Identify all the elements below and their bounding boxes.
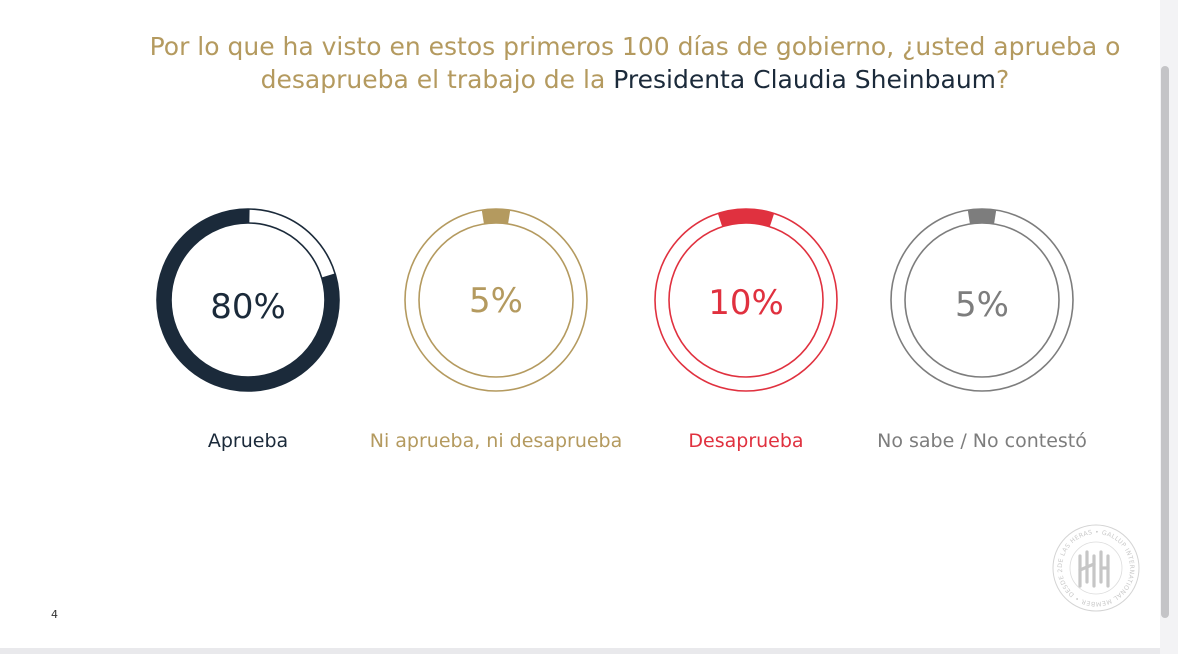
title-highlight: Presidenta Claudia Sheinbaum bbox=[613, 65, 997, 94]
seal-emblem-icon bbox=[1078, 550, 1110, 588]
donut-category-label: No sabe / No contestó bbox=[877, 430, 1087, 452]
donut-percent-label: 10% bbox=[708, 283, 784, 323]
donut-category-label: Desaprueba bbox=[688, 430, 803, 452]
donut-value-arc bbox=[157, 209, 339, 391]
donut-percent-label: 5% bbox=[469, 281, 523, 321]
donut-3: 10% Desaprueba bbox=[654, 208, 838, 452]
title-end: ? bbox=[996, 65, 1010, 94]
donut-category-label: Aprueba bbox=[208, 430, 288, 452]
donut-inner-ring bbox=[418, 222, 574, 378]
donut-1: 80% Aprueba bbox=[156, 208, 340, 452]
donut-value-arc bbox=[717, 209, 775, 227]
donut-inner-ring bbox=[170, 222, 326, 378]
title-text: Por lo que ha visto en estos primeros 10… bbox=[149, 32, 1121, 94]
donut-inner-ring bbox=[668, 222, 824, 378]
scrollbar-thumb[interactable] bbox=[1161, 66, 1169, 618]
donut-value-arc bbox=[481, 209, 511, 224]
donut-value-arc bbox=[967, 209, 997, 224]
page-number: 4 bbox=[51, 608, 58, 621]
gallup-seal-logo: DE LAS HERAS • GALLUP INTERNATIONAL MEMB… bbox=[1050, 522, 1140, 612]
donut-inner-ring bbox=[904, 222, 1060, 378]
slide-title: Por lo que ha visto en estos primeros 10… bbox=[110, 30, 1160, 96]
donut-category-label: Ni aprueba, ni desaprueba bbox=[370, 430, 623, 452]
donut-4: 5% No sabe / No contestó bbox=[877, 208, 1087, 452]
donut-percent-label: 80% bbox=[210, 287, 286, 327]
donut-2: 5% Ni aprueba, ni desaprueba bbox=[370, 208, 623, 452]
donut-percent-label: 5% bbox=[955, 285, 1009, 325]
